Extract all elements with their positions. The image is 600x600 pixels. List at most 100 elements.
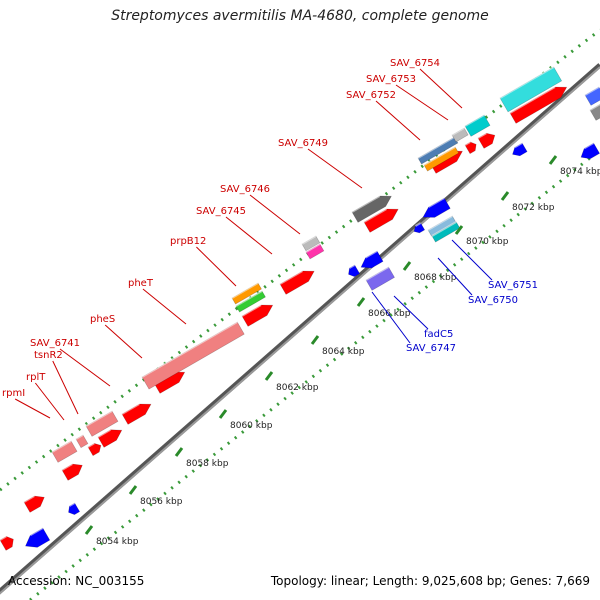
top-gene-label-10: SAV_6752 xyxy=(346,90,396,101)
kbp-label-3: 8060 kbp xyxy=(230,421,273,431)
top-gene-label-12: SAV_6754 xyxy=(390,58,440,69)
kbp-label-0: 8054 kbp xyxy=(96,537,139,547)
gene-grey-3 xyxy=(589,103,600,121)
top-gene-leader-6 xyxy=(196,246,237,287)
kbp-label-10: 8074 kbp xyxy=(560,167,600,177)
lower-tick-line xyxy=(29,148,600,600)
gene-blue-edge-shine xyxy=(584,86,600,96)
kbp-label-5: 8064 kbp xyxy=(322,347,365,357)
top-gene-label-11: SAV_6753 xyxy=(366,74,416,85)
gene-rev-8-shine xyxy=(427,215,453,231)
kbp-label-4: 8062 kbp xyxy=(276,383,319,393)
kbp-tick-6 xyxy=(356,297,366,307)
gene-steelblue-1-shine xyxy=(417,136,455,159)
kbp-label-2: 8058 kbp xyxy=(186,459,229,469)
top-gene-leader-11 xyxy=(395,84,449,121)
top-gene-leader-7 xyxy=(225,216,273,255)
top-gene-leader-4 xyxy=(104,324,143,359)
gene-rev-2-shine xyxy=(68,502,76,507)
gene-orange-2-shine xyxy=(423,146,456,166)
top-gene-leader-12 xyxy=(419,68,463,109)
top-gene-label-1: rplT xyxy=(26,372,46,383)
top-gene-label-5: pheT xyxy=(128,278,154,289)
gene-fwd-1 xyxy=(23,495,45,513)
top-gene-label-8: SAV_6746 xyxy=(220,184,270,195)
gene-rev-11-shine xyxy=(583,142,595,150)
gene-fwd-3-shine xyxy=(87,442,95,448)
upper-tick-line xyxy=(0,28,600,492)
top-gene-leader-10 xyxy=(375,100,421,141)
gene-rev-4-shine xyxy=(365,250,378,259)
gene-rna-3-shine xyxy=(85,410,113,427)
gene-rev-7-shine xyxy=(428,197,445,208)
top-gene-label-4: pheS xyxy=(90,314,115,325)
gene-green-1-shine xyxy=(235,290,263,307)
gene-grey-1-shine xyxy=(301,235,317,245)
kbp-tick-4 xyxy=(264,371,274,381)
kbp-tick-3 xyxy=(218,409,228,419)
gene-rev-3-shine xyxy=(348,264,356,269)
gene-rev-5 xyxy=(365,266,395,291)
gene-fwd-4 xyxy=(97,429,123,448)
kbp-label-1: 8056 kbp xyxy=(140,497,183,507)
gene-cyan-1-shine xyxy=(464,114,485,127)
kbp-tick-2 xyxy=(174,447,184,457)
gene-rna-2-shine xyxy=(75,434,84,440)
kbp-tick-7 xyxy=(402,261,412,271)
top-gene-label-0: rpmI xyxy=(2,388,25,399)
gene-darkgrey-1-shine xyxy=(351,195,381,213)
top-gene-label-2: tsnR2 xyxy=(34,350,63,361)
top-gene-leader-3 xyxy=(59,348,111,387)
gene-orange-1-shine xyxy=(231,282,259,299)
bottom-gene-leader-2 xyxy=(437,257,473,296)
gene-rev-9-shine xyxy=(431,221,457,237)
top-gene-leader-2 xyxy=(52,360,79,415)
top-gene-label-3: SAV_6741 xyxy=(30,338,80,349)
gene-rna-4-shine xyxy=(141,321,238,378)
top-gene-leader-5 xyxy=(142,288,187,325)
top-gene-leader-8 xyxy=(249,194,301,235)
kbp-tick-8 xyxy=(454,225,464,235)
gene-fwd-1-shine xyxy=(23,495,35,503)
gene-fwd-5 xyxy=(121,403,152,425)
top-gene-label-7: SAV_6745 xyxy=(196,206,246,217)
gene-fwd-14-shine xyxy=(0,535,7,541)
gene-fwd-9-shine xyxy=(363,208,388,223)
gene-rev-7 xyxy=(422,197,451,218)
kbp-label-8: 8070 kbp xyxy=(466,237,509,247)
bottom-gene-leader-3 xyxy=(451,239,493,281)
bottom-gene-label-2: SAV_6750 xyxy=(468,295,518,306)
gene-fwd-11-shine xyxy=(464,141,471,146)
gene-rev-1-shine xyxy=(29,527,44,537)
genome-backbone-shade xyxy=(0,66,600,595)
bottom-gene-label-1: fadC5 xyxy=(424,329,453,340)
kbp-label-7: 8068 kbp xyxy=(414,273,457,283)
gene-rev-5-shine xyxy=(365,266,390,281)
gene-fwd-5-shine xyxy=(121,403,140,415)
bottom-gene-leader-1 xyxy=(393,295,429,330)
kbp-label-9: 8072 kbp xyxy=(512,203,555,213)
top-gene-leader-1 xyxy=(34,382,65,421)
gene-fwd-12-shine xyxy=(477,132,487,139)
genome-summary-text: Topology: linear; Length: 9,025,608 bp; … xyxy=(270,574,590,588)
gene-grey-2-shine xyxy=(451,127,465,136)
gene-fwd-8-shine xyxy=(279,270,304,285)
gene-rev-10-shine xyxy=(514,142,523,149)
gene-fwd-2-shine xyxy=(61,463,73,471)
top-gene-label-6: prpB12 xyxy=(170,236,206,247)
gene-fwd-7-shine xyxy=(241,304,262,317)
bottom-gene-label-0: SAV_6747 xyxy=(406,343,456,354)
gene-rna-1-shine xyxy=(51,440,72,453)
kbp-tick-5 xyxy=(310,335,320,345)
accession-text: Accession: NC_003155 xyxy=(8,574,145,588)
kbp-tick-9 xyxy=(500,191,510,201)
map-title: Streptomyces avermitilis MA-4680, comple… xyxy=(111,8,489,24)
gene-rev-6-shine xyxy=(414,222,422,227)
gene-magenta-1-shine xyxy=(305,243,321,253)
bottom-gene-label-3: SAV_6751 xyxy=(488,280,538,291)
gene-fwd-13-shine xyxy=(509,86,556,114)
kbp-label-6: 8066 kbp xyxy=(368,309,411,319)
bottom-gene-leader-0 xyxy=(371,291,411,344)
gene-rna-4 xyxy=(141,321,245,390)
